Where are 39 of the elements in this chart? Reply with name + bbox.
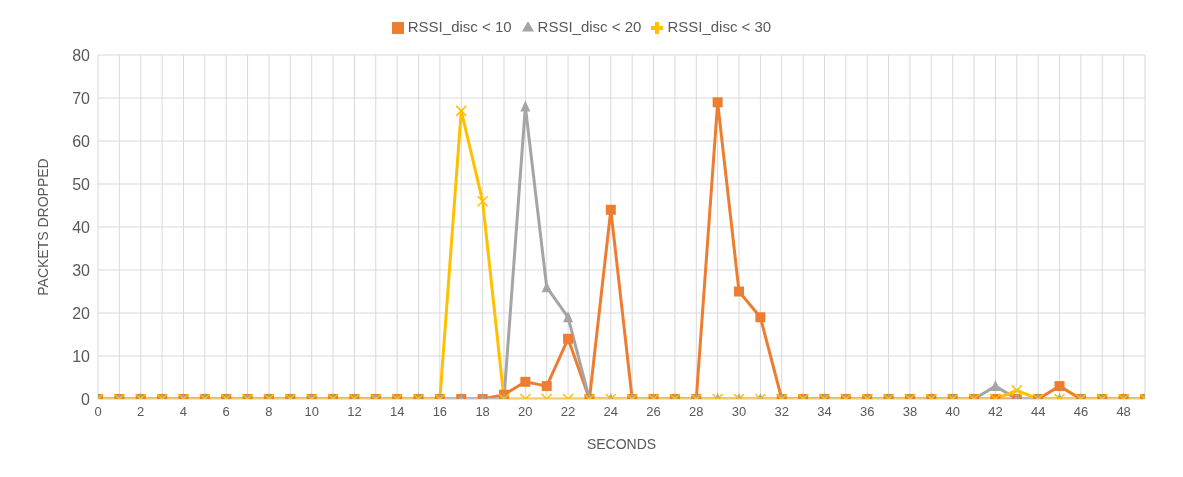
y-tick-label: 60: [72, 132, 91, 150]
x-tick-label: 26: [646, 404, 661, 420]
y-tick-label: 0: [81, 390, 91, 408]
legend-label: RSSI_disc < 30: [667, 18, 772, 35]
x-tick-label: 4: [179, 404, 188, 420]
x-tick-label: 32: [774, 404, 789, 420]
x-tick-label: 40: [945, 404, 960, 420]
y-tick-label: 80: [72, 46, 91, 64]
legend-label: RSSI_disc < 10: [407, 18, 512, 35]
x-tick-label: 10: [304, 404, 319, 420]
x-tick-label: 12: [347, 404, 362, 420]
x-tick-label: 8: [265, 404, 273, 420]
y-tick-label: 30: [72, 261, 91, 279]
x-tick-label: 42: [988, 404, 1003, 420]
x-tick-label: 36: [859, 404, 875, 420]
y-tick-label: 20: [72, 304, 91, 322]
x-tick-label: 44: [1030, 404, 1046, 420]
x-tick-label: 48: [1116, 404, 1131, 420]
x-tick-label: 20: [518, 404, 533, 420]
x-tick-label: 6: [222, 404, 230, 420]
x-tick-label: 14: [389, 404, 405, 420]
x-tick-label: 28: [689, 404, 704, 420]
x-tick-label: 46: [1073, 404, 1089, 420]
y-tick-label: 10: [72, 347, 91, 365]
y-tick-label: 70: [72, 89, 91, 107]
x-axis-title: SECONDS: [586, 436, 657, 452]
x-tick-label: 0: [94, 404, 102, 420]
y-axis-title: PACKETS DROPPED: [34, 158, 51, 296]
x-tick-label: 18: [475, 404, 490, 420]
legend-label: RSSI_disc < 20: [537, 18, 642, 35]
x-tick-label: 16: [432, 404, 448, 420]
y-tick-label: 50: [72, 175, 91, 193]
x-tick-label: 38: [902, 404, 918, 420]
x-tick-label: 2: [137, 404, 145, 420]
x-tick-label: 34: [817, 404, 832, 420]
x-tick-label: 30: [731, 404, 747, 420]
x-tick-label: 22: [560, 404, 576, 420]
y-tick-label: 40: [72, 218, 91, 236]
x-tick-label: 24: [603, 404, 619, 420]
